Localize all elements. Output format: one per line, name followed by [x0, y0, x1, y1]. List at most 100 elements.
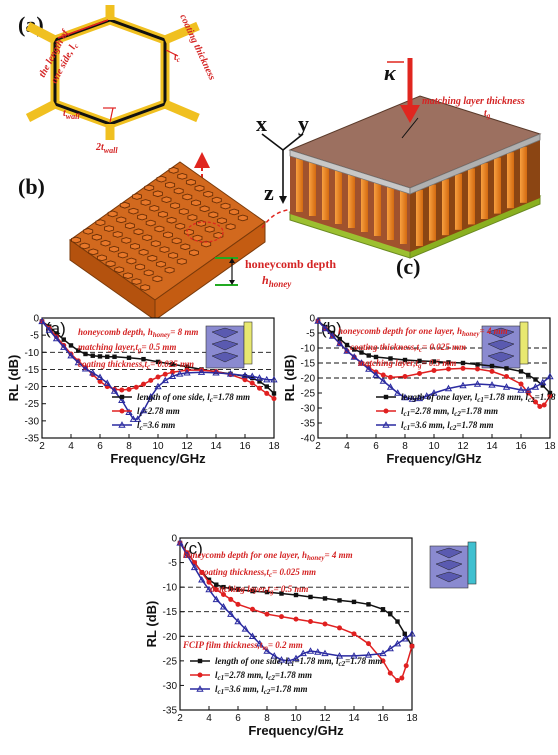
data-point [401, 634, 409, 642]
absorber-cell [442, 179, 449, 236]
data-point [271, 396, 277, 402]
honeycomb-cell [122, 272, 133, 279]
absorber-cell [387, 184, 394, 240]
y-tick-label: -5 [306, 329, 315, 340]
series-3 [38, 317, 278, 422]
data-point [337, 625, 342, 631]
data-point [197, 672, 203, 678]
honeycomb-cell [229, 208, 240, 216]
honeycomb-cell [173, 187, 184, 195]
data-point [126, 355, 132, 360]
chart-b: 2 4 6 8 10 12 14 16 18 0 -5 -10 -15 -20 -25 -30 -35 -40 Fr… [282, 314, 558, 467]
plot-area [179, 537, 413, 711]
data-point [234, 617, 242, 625]
honeycomb-cell [211, 196, 222, 204]
data-point [228, 586, 233, 591]
honeycomb-cell [154, 225, 165, 233]
absorber-cell [468, 168, 475, 225]
data-point [264, 589, 270, 595]
data-point [322, 596, 328, 601]
honeycomb-cell [130, 243, 140, 250]
annotation: coating thickness,tc= 0.025 mm [350, 342, 466, 354]
data-point [212, 595, 220, 603]
data-point [162, 371, 168, 377]
x-tick-label: 18 [544, 441, 556, 452]
data-point [475, 366, 480, 372]
honeycomb-cell [225, 223, 236, 230]
series-line [179, 542, 413, 662]
honeycomb-cell [132, 193, 142, 200]
honeycomb-cell [149, 205, 160, 212]
data-point [277, 656, 286, 663]
x-tick-label: 4 [68, 441, 74, 452]
legend-entry: length of one side, lc=1.78 mm [137, 392, 250, 404]
y-tick-label: -20 [301, 374, 316, 385]
data-point [335, 652, 344, 659]
data-point [417, 371, 422, 376]
y-tick-label: -35 [25, 434, 40, 445]
honeycomb-cell [133, 228, 144, 236]
annotation: coating thickness,tc= 0.025 mm [78, 359, 194, 371]
data-point [214, 582, 219, 587]
honeycomb-cell [161, 196, 172, 203]
y-tick-label: -30 [163, 681, 178, 692]
honeycomb-cell [156, 175, 167, 183]
chart-c: 2 4 6 8 10 12 14 16 18 0 -5 -10 -15 -20 -25 -30 -35 Frequ… [144, 534, 477, 738]
data-point [379, 377, 387, 384]
data-point [198, 575, 206, 583]
data-point [531, 383, 540, 390]
x-tick-label: 12 [181, 441, 193, 452]
honeycomb-cell [192, 234, 203, 242]
data-point [76, 348, 81, 353]
data-point [314, 317, 322, 324]
data-point [134, 415, 142, 422]
x-tick-label: 4 [344, 441, 350, 452]
data-point [533, 399, 538, 405]
data-point [344, 342, 350, 348]
honeycomb-cell [140, 199, 151, 206]
y-tick-label: -25 [163, 656, 178, 667]
y-tick-label: -30 [301, 404, 316, 415]
data-point [199, 569, 205, 575]
data-point [351, 631, 357, 637]
honeycomb-cell [138, 248, 149, 256]
series-2 [177, 540, 415, 684]
x-tick-label: 8 [126, 441, 132, 452]
x-tick-label: 16 [377, 713, 389, 724]
honeycomb-cell [178, 208, 189, 215]
data-point [119, 408, 125, 414]
data-point [60, 343, 68, 350]
honeycomb-cell [201, 240, 212, 248]
data-point [103, 379, 111, 386]
honeycomb-cell [147, 254, 158, 262]
y-axis-label: RL (dB) [6, 355, 21, 402]
honeycomb-cell [213, 232, 224, 239]
data-point [183, 369, 191, 376]
x-tick-label: 2 [39, 441, 45, 452]
honeycomb-cell [119, 201, 130, 209]
y-tick-label: -15 [301, 359, 316, 370]
data-point [473, 380, 482, 387]
honeycomb-cell [164, 266, 175, 274]
y-tick-label: -15 [25, 365, 40, 376]
data-point [395, 678, 400, 684]
honeycomb-cell [137, 213, 148, 221]
honeycomb-cell [152, 190, 163, 198]
schematic: (a) (b) (c) the length of one side, lc c… [18, 5, 542, 321]
data-point [68, 343, 74, 348]
data-point [250, 588, 255, 594]
data-point [293, 616, 299, 622]
data-point [402, 357, 408, 363]
data-point [383, 394, 389, 400]
data-point [459, 381, 467, 389]
legend-entry: length of one layer, lc1=1.78 mm, lc2=1.… [401, 392, 558, 404]
data-point [351, 599, 357, 605]
data-point [96, 373, 104, 381]
absorber-cell [520, 146, 527, 203]
data-point [213, 587, 219, 593]
data-point [263, 647, 271, 654]
series-3 [314, 317, 554, 402]
y-tick-label: -25 [25, 399, 40, 410]
data-point [386, 644, 394, 652]
data-point [205, 585, 213, 593]
